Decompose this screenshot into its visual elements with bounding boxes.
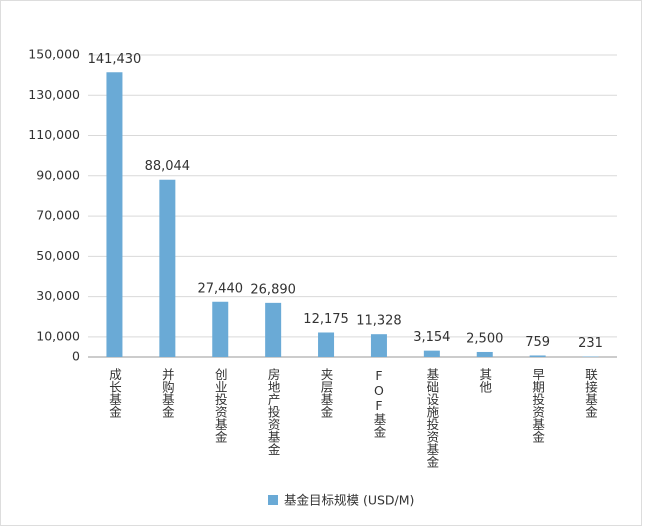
bar [423, 350, 440, 357]
x-tick-label: 基础设施投资基金 [424, 368, 439, 468]
value-label: 88,044 [145, 159, 191, 174]
y-tick-label: 110,000 [28, 127, 80, 142]
bar [212, 301, 229, 357]
legend-swatch [268, 495, 278, 505]
x-tick-label: 并购基金 [160, 368, 175, 418]
bar [159, 179, 176, 357]
value-label: 12,175 [303, 312, 349, 327]
bar [318, 332, 335, 357]
bar [529, 355, 546, 357]
value-label: 3,154 [413, 330, 450, 345]
x-tick-label: FOF基金 [371, 368, 386, 438]
y-tick-label: 30,000 [36, 288, 80, 303]
value-label: 26,890 [250, 282, 296, 297]
bar [265, 302, 282, 357]
y-tick-label: 150,000 [28, 47, 80, 62]
x-tick-label: 其他 [477, 368, 492, 393]
y-tick-label: 70,000 [36, 208, 80, 223]
bar [370, 334, 387, 357]
y-tick-label: 10,000 [36, 328, 80, 343]
y-tick-label: 90,000 [36, 167, 80, 182]
x-tick-label: 创业投资基金 [213, 368, 228, 443]
bar [476, 351, 493, 357]
x-tick-label: 夹层基金 [319, 368, 334, 418]
bar [106, 72, 123, 357]
x-tick-label: 联接基金 [583, 368, 598, 418]
value-label: 759 [525, 335, 550, 350]
y-tick-label: 0 [72, 349, 80, 364]
value-label: 11,328 [356, 314, 402, 329]
legend-label: 基金目标规模 (USD/M) [284, 493, 414, 508]
value-label: 2,500 [466, 331, 503, 346]
value-label: 27,440 [198, 281, 244, 296]
x-tick-label: 成长基金 [107, 368, 122, 418]
value-label: 231 [578, 336, 603, 351]
x-tick-label: 早期投资基金 [530, 368, 545, 443]
x-tick-label: 房地产投资基金 [266, 367, 281, 456]
y-tick-label: 130,000 [28, 87, 80, 102]
value-label: 141,430 [88, 52, 142, 67]
y-tick-label: 50,000 [36, 248, 80, 263]
